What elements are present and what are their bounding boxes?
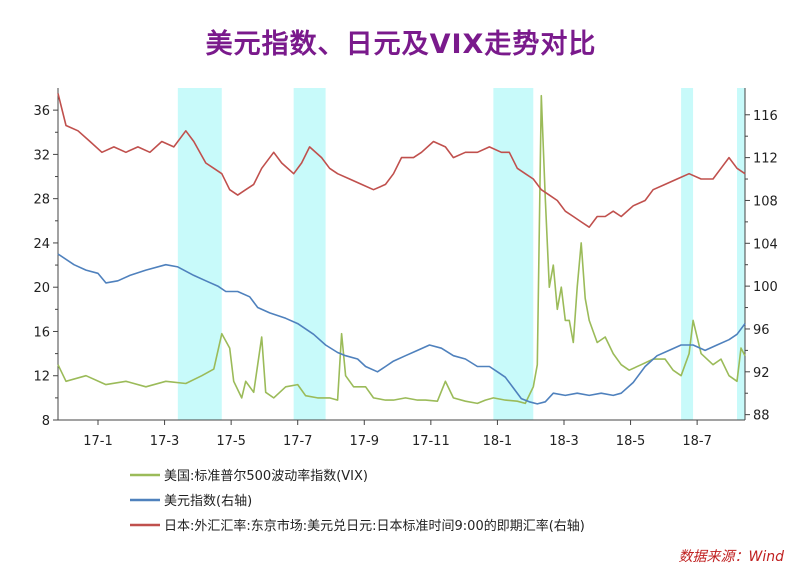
x-axis-label: 17-3 — [150, 434, 180, 449]
left-axis-label: 16 — [33, 325, 50, 340]
x-axis-label: 18-7 — [682, 434, 712, 449]
left-axis-label: 36 — [33, 104, 50, 119]
highlight-band — [737, 88, 745, 420]
highlight-band — [177, 88, 222, 420]
left-axis-label: 24 — [33, 237, 50, 252]
left-axis-label: 20 — [33, 281, 50, 296]
chart-title: 美元指数、日元及VIX走势对比 — [205, 29, 597, 60]
x-axis-label: 17-5 — [216, 434, 246, 449]
right-axis-label: 96 — [753, 323, 770, 338]
source-note: 数据来源：Wind — [678, 549, 785, 565]
series-line-3 — [57, 93, 746, 228]
highlight-band — [493, 88, 534, 420]
x-axis-label: 17-11 — [412, 434, 450, 449]
x-axis-label: 18-1 — [483, 434, 513, 449]
legend-label-3: 日本:外汇汇率:东京市场:美元兑日元:日本标准时间9:00的即期汇率(右轴) — [164, 518, 585, 534]
left-axis-label: 8 — [42, 414, 50, 429]
x-axis-label: 18-3 — [549, 434, 579, 449]
left-axis-label: 32 — [33, 148, 50, 163]
right-axis-label: 112 — [753, 152, 778, 167]
series-line-1 — [57, 94, 746, 405]
x-axis-label: 17-9 — [350, 434, 380, 449]
highlight-band — [681, 88, 694, 420]
series-line-2 — [57, 253, 746, 405]
right-axis-label: 108 — [753, 194, 778, 209]
right-axis-label: 88 — [753, 409, 770, 424]
highlight-bands — [177, 88, 745, 420]
x-axis-label: 18-5 — [616, 434, 646, 449]
legend-label-1: 美国:标准普尔500波动率指数(VIX) — [164, 468, 368, 484]
x-axis-label: 17-1 — [83, 434, 113, 449]
left-axis-label: 28 — [33, 193, 50, 208]
x-axis-label: 17-7 — [283, 434, 313, 449]
right-axis-label: 92 — [753, 366, 770, 381]
right-axis-label: 116 — [753, 109, 778, 124]
legend-label-2: 美元指数(右轴) — [164, 494, 252, 509]
legend: 美国:标准普尔500波动率指数(VIX) 美元指数(右轴) 日本:外汇汇率:东京市场… — [130, 468, 585, 534]
chart-axes: 8 12 16 20 24 28 32 36 88 92 96 100 104 108 112 116 17-1… — [33, 88, 778, 449]
left-axis-label: 12 — [33, 370, 50, 385]
right-axis-label: 104 — [753, 237, 778, 252]
right-axis-label: 100 — [753, 280, 778, 295]
series-lines — [57, 93, 746, 405]
highlight-band — [293, 88, 326, 420]
